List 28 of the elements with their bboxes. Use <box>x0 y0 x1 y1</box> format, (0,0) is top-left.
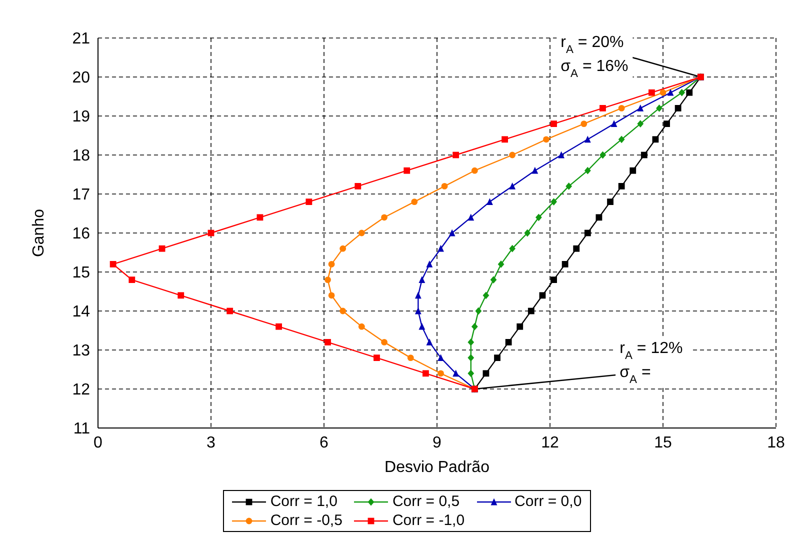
y-tick-label: 17 <box>72 186 90 204</box>
y-axis-title: Ganho <box>30 208 48 258</box>
x-tick-label: 3 <box>206 434 216 452</box>
annotation: r$_{A}$ = 12% σ$_{A}$ = <box>620 340 683 386</box>
x-axis-title: Desvio Padrão <box>384 459 490 476</box>
x-tick-label: 6 <box>320 434 329 452</box>
legend-label: Corr = 0,5 <box>392 493 460 510</box>
y-tick-label: 13 <box>72 342 90 360</box>
y-tick-label: 21 <box>72 30 90 48</box>
legend-label: Corr = -1,0 <box>392 512 465 529</box>
x-tick-label: 12 <box>541 434 559 452</box>
y-tick-label: 14 <box>72 304 90 321</box>
legend-label: Corr = 1,0 <box>270 493 338 510</box>
y-tick-label: 11 <box>73 420 90 438</box>
y-tick-label: 18 <box>72 148 90 165</box>
legend-label: Corr = 0,0 <box>514 493 582 510</box>
x-tick-label: 0 <box>94 434 103 452</box>
y-tick-label: 12 <box>72 382 90 399</box>
x-tick-label: 15 <box>654 434 672 452</box>
legend-label: Corr = -0,5 <box>270 512 342 529</box>
x-tick-label: 18 <box>767 434 785 452</box>
annotation: r$_{A}$ = 20% σ$_{A}$ = 16% <box>560 34 628 80</box>
y-tick-label: 15 <box>72 264 90 282</box>
y-tick-label: 19 <box>72 108 90 126</box>
x-tick-label: 9 <box>432 434 442 452</box>
y-tick-label: 16 <box>72 226 90 243</box>
y-tick-label: 20 <box>72 70 90 87</box>
callout: r$_{A}$ = 12% σ$_{A}$ = <box>474 337 692 390</box>
